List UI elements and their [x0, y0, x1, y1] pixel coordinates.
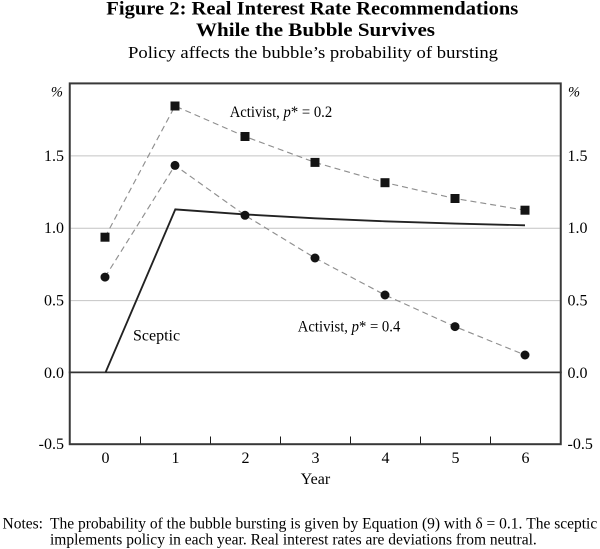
- svg-text:1.0: 1.0: [44, 220, 64, 237]
- svg-text:Policy affects the bubble’s pr: Policy affects the bubble’s probability …: [128, 43, 499, 62]
- svg-text:1.0: 1.0: [568, 220, 588, 237]
- svg-text:4: 4: [382, 450, 390, 467]
- svg-text:1: 1: [172, 450, 180, 467]
- svg-text:The probability of the bubble: The probability of the bubble bursting i…: [50, 516, 597, 533]
- svg-text:3: 3: [312, 450, 320, 467]
- svg-text:1.5: 1.5: [44, 148, 64, 165]
- svg-text:Notes:: Notes:: [3, 516, 43, 533]
- svg-text:Activist, p* = 0.4: Activist, p* = 0.4: [298, 318, 401, 335]
- svg-text:%: %: [51, 85, 63, 101]
- svg-text:implements policy in each year: implements policy in each year. Real int…: [50, 532, 537, 549]
- svg-text:0.5: 0.5: [568, 293, 588, 310]
- svg-text:0.5: 0.5: [44, 293, 64, 310]
- svg-text:While the Bubble Survives: While the Bubble Survives: [196, 21, 435, 41]
- svg-text:0.0: 0.0: [44, 365, 64, 382]
- svg-text:-0.5: -0.5: [39, 436, 64, 453]
- svg-text:Activist, p* = 0.2: Activist, p* = 0.2: [230, 104, 333, 121]
- svg-text:1.5: 1.5: [568, 148, 588, 165]
- svg-text:Figure 2: Real Interest Rate R: Figure 2: Real Interest Rate Recommendat…: [106, 0, 518, 19]
- svg-text:6: 6: [522, 450, 530, 467]
- svg-text:2: 2: [242, 450, 250, 467]
- svg-text:0: 0: [102, 450, 110, 467]
- svg-text:5: 5: [452, 450, 460, 467]
- svg-text:-0.5: -0.5: [568, 436, 593, 453]
- svg-text:Sceptic: Sceptic: [133, 328, 180, 345]
- svg-text:0.0: 0.0: [568, 365, 588, 382]
- svg-text:Year: Year: [301, 471, 331, 488]
- svg-text:%: %: [568, 85, 580, 101]
